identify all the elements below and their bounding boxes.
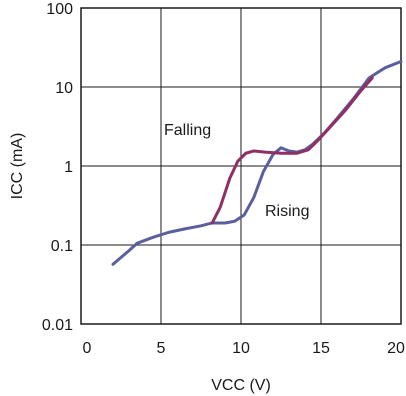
annotation-rising: Rising xyxy=(265,203,309,220)
y-tick-label: 1 xyxy=(64,159,73,176)
x-tick-labels: 0 5 10 15 20 xyxy=(83,340,405,357)
y-axis-title: ICC (mA) xyxy=(9,133,26,200)
x-tick-label: 10 xyxy=(232,340,250,357)
x-tick-label: 20 xyxy=(387,340,405,357)
plot-frame xyxy=(80,7,402,325)
series-line-rising xyxy=(111,60,403,266)
grid xyxy=(81,8,401,324)
annotation-falling: Falling xyxy=(164,122,211,139)
y-tick-label: 10 xyxy=(55,80,73,97)
y-tick-label: 100 xyxy=(46,1,73,18)
x-tick-label: 15 xyxy=(312,340,330,357)
y-tick-label: 0.01 xyxy=(42,317,73,334)
series-line-falling xyxy=(210,76,374,225)
series-layer xyxy=(111,60,403,266)
y-tick-label: 0.1 xyxy=(51,238,73,255)
x-tick-label: 5 xyxy=(157,340,166,357)
y-tick-labels: 0.01 0.1 1 10 100 xyxy=(42,1,73,334)
x-tick-label: 0 xyxy=(83,340,92,357)
x-axis-title: VCC (V) xyxy=(211,377,271,394)
